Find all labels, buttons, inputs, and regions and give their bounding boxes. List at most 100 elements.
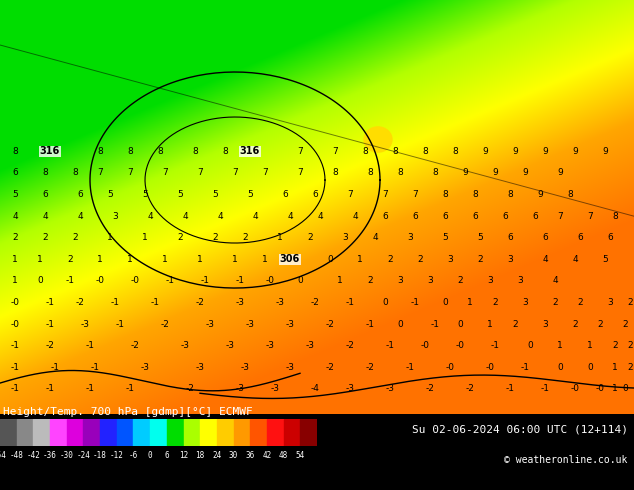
Bar [167,419,183,446]
Text: 9: 9 [512,147,518,156]
Text: 3: 3 [517,276,523,285]
Text: 5: 5 [142,190,148,199]
Text: Height/Temp. 700 hPa [gdmp][°C] ECMWF: Height/Temp. 700 hPa [gdmp][°C] ECMWF [4,407,253,416]
Bar [150,419,167,446]
Text: 8: 8 [392,147,398,156]
Text: 8: 8 [567,190,573,199]
Text: 1: 1 [337,276,343,285]
Bar [200,419,217,446]
Text: -18: -18 [93,451,107,460]
Bar [233,419,250,446]
Text: 3: 3 [407,233,413,242]
Text: 18: 18 [195,451,205,460]
Bar [250,419,267,446]
Text: 0: 0 [442,298,448,307]
Text: -3: -3 [385,384,394,393]
Text: -1: -1 [406,363,415,372]
Text: 2: 2 [612,341,618,350]
Text: 7: 7 [297,169,303,177]
Text: -1: -1 [200,276,209,285]
Text: 8: 8 [612,212,618,220]
Text: -3: -3 [285,363,295,372]
Text: 3: 3 [607,298,613,307]
Text: 30: 30 [229,451,238,460]
Text: 4: 4 [77,212,83,220]
Text: 4: 4 [42,212,48,220]
Text: 4: 4 [252,212,258,220]
Text: 6: 6 [607,233,613,242]
Text: 5: 5 [247,190,253,199]
Text: 0: 0 [457,319,463,328]
Text: -2: -2 [195,298,204,307]
Text: 8: 8 [452,147,458,156]
Text: 0: 0 [622,384,628,393]
Text: -1: -1 [86,341,94,350]
Text: 0: 0 [397,319,403,328]
Text: -0: -0 [595,384,604,393]
Text: -3: -3 [245,319,254,328]
Text: 3: 3 [542,319,548,328]
Text: -24: -24 [77,451,91,460]
Text: 7: 7 [297,147,303,156]
Text: 1: 1 [12,276,18,285]
Text: 7: 7 [197,169,203,177]
Text: -1: -1 [11,341,20,350]
Text: -3: -3 [271,384,280,393]
Text: -1: -1 [491,341,500,350]
Text: -6: -6 [129,451,138,460]
Text: 2: 2 [622,319,628,328]
Text: 1: 1 [612,363,618,372]
Text: 7: 7 [232,169,238,177]
Text: -0: -0 [571,384,579,393]
Text: 3: 3 [342,233,348,242]
Text: 42: 42 [262,451,271,460]
Text: -2: -2 [326,319,335,328]
Text: 1: 1 [232,255,238,264]
Text: 1: 1 [467,298,473,307]
Text: 8: 8 [397,169,403,177]
Text: 0: 0 [37,276,43,285]
Text: -1: -1 [91,363,100,372]
Text: 6: 6 [577,233,583,242]
Text: 4: 4 [12,212,18,220]
Text: 6: 6 [412,212,418,220]
Text: 6: 6 [282,190,288,199]
Text: 0: 0 [297,276,303,285]
Text: 7: 7 [382,190,388,199]
Text: -1: -1 [385,341,394,350]
Text: 4: 4 [182,212,188,220]
Text: -2: -2 [425,384,434,393]
Text: 2: 2 [417,255,423,264]
Text: -2: -2 [465,384,474,393]
Text: 3: 3 [112,212,118,220]
Text: 8: 8 [472,190,478,199]
Text: -0: -0 [11,298,20,307]
Text: 1: 1 [142,233,148,242]
Bar [217,419,233,446]
Text: 2: 2 [512,319,518,328]
Text: 316: 316 [40,146,60,156]
Text: 12: 12 [179,451,188,460]
Text: 2: 2 [573,319,578,328]
Text: 9: 9 [462,169,468,177]
Circle shape [364,127,392,152]
Bar [34,419,50,446]
Text: -1: -1 [541,384,550,393]
Text: -3: -3 [235,298,245,307]
Text: 9: 9 [492,169,498,177]
Text: -48: -48 [10,451,23,460]
Text: -0: -0 [455,341,465,350]
Text: -1: -1 [110,298,119,307]
Text: 1: 1 [487,319,493,328]
Text: 1: 1 [277,233,283,242]
Text: -0: -0 [131,276,139,285]
Text: 5: 5 [602,255,608,264]
Text: -1: -1 [150,298,160,307]
Text: 0: 0 [148,451,152,460]
Text: -3: -3 [205,319,214,328]
Text: -3: -3 [235,384,245,393]
Text: 9: 9 [537,190,543,199]
Text: 2: 2 [457,276,463,285]
Text: -1: -1 [126,384,134,393]
Text: 7: 7 [587,212,593,220]
